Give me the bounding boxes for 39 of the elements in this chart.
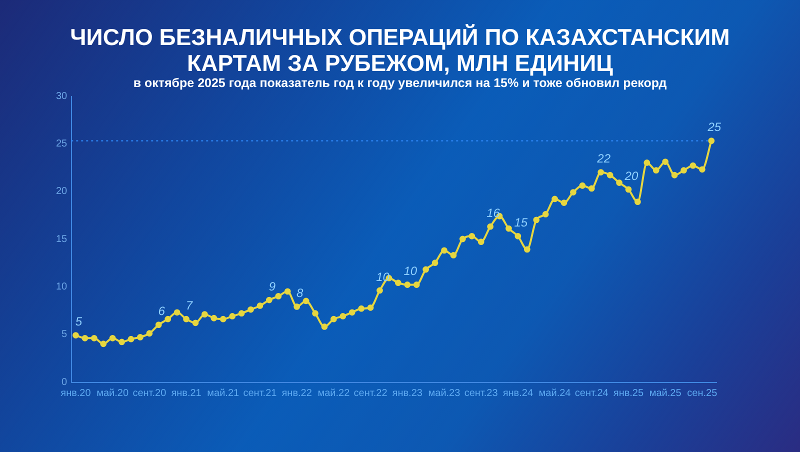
data-label: 7 xyxy=(186,298,194,312)
y-tick-label: 30 xyxy=(56,90,68,102)
data-label: 16 xyxy=(486,206,500,220)
x-tick-label: янв.20 xyxy=(60,388,92,399)
x-tick-label: май.24 xyxy=(538,388,572,399)
x-tick-label: сен.25 xyxy=(687,388,718,399)
y-tick-label: 25 xyxy=(56,138,68,150)
y-tick-label: 10 xyxy=(56,281,68,292)
x-tick-label: янв.23 xyxy=(392,388,423,399)
x-tick-label: сент.23 xyxy=(464,388,498,399)
data-label: 22 xyxy=(596,152,611,166)
x-tick-label: янв.22 xyxy=(282,388,312,399)
x-tick-label: май.21 xyxy=(207,388,240,399)
data-label: 10 xyxy=(376,270,390,284)
y-tick-label: 0 xyxy=(62,376,68,388)
x-tick-label: сент.21 xyxy=(243,388,278,399)
x-tick-label: май.20 xyxy=(96,388,129,399)
x-tick-label: сент.20 xyxy=(132,388,167,399)
x-tick-label: янв.25 xyxy=(613,388,644,399)
data-label: 9 xyxy=(268,279,276,294)
data-label: 20 xyxy=(624,168,638,183)
y-tick-label: 15 xyxy=(56,234,68,245)
x-tick-label: сент.24 xyxy=(574,388,609,399)
chart-subtitle: в октябре 2025 года показатель год к году увеличился на 15% и тоже обновил рекорд xyxy=(132,76,668,91)
chart-title: ЧИСЛО БЕЗНАЛИЧНЫХ ОПЕРАЦИЙ ПО КАЗАХСТАНСКИМ КАРТАМ ЗА РУБЕЖОМ, МЛН ЕДИНИЦ xyxy=(69,24,731,76)
y-tick-label: 20 xyxy=(56,186,68,198)
x-tick-label: май.23 xyxy=(428,388,461,399)
x-tick-label: сент.22 xyxy=(354,388,388,399)
data-label: 10 xyxy=(404,264,418,278)
data-label: 6 xyxy=(158,304,166,318)
x-tick-label: янв.24 xyxy=(502,388,534,399)
data-label: 5 xyxy=(75,314,82,329)
data-label: 15 xyxy=(514,215,528,230)
data-label: 25 xyxy=(706,120,722,134)
y-tick-label: 5 xyxy=(62,329,68,340)
x-tick-label: янв.21 xyxy=(171,388,202,399)
x-tick-label: май.22 xyxy=(318,388,350,399)
x-tick-label: май.25 xyxy=(649,388,682,399)
data-label: 8 xyxy=(296,286,304,300)
